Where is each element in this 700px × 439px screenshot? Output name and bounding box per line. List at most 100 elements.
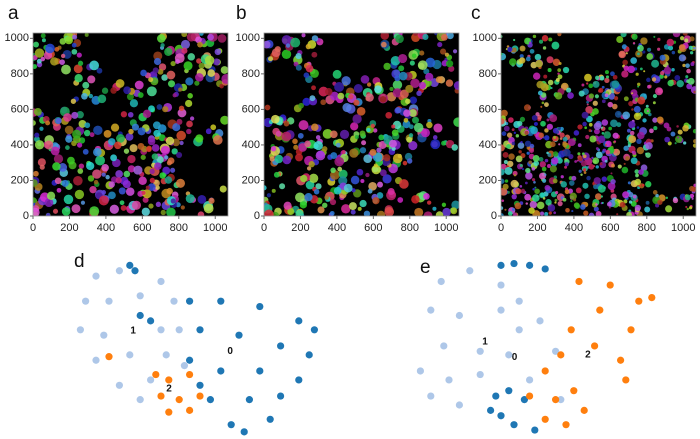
cell-blob [528,207,535,214]
cell-blob [674,75,681,81]
cell-blob [39,126,44,131]
scatter-point [105,353,113,361]
cell-blob [151,144,160,152]
cell-blob [310,69,319,78]
cell-blob [339,129,350,140]
x-tick-label: 800 [170,222,188,234]
cell-blob [426,200,432,205]
cell-blob [594,94,599,99]
cell-blob [644,206,651,213]
cell-blob [625,52,628,55]
cell-blob [61,64,71,75]
cell-blob [637,44,644,52]
x-tick-label: 1000 [434,222,458,234]
cell-blob [33,120,36,126]
scatter-point [476,347,484,355]
cell-blob [555,78,560,82]
cell-blob [595,147,599,150]
cell-blob [625,156,630,161]
cell-blob [123,86,131,95]
cell-blob [341,150,346,155]
cell-blob [295,53,302,60]
cell-blob [526,146,531,150]
cell-blob [425,57,436,68]
cell-blob [37,158,46,167]
cell-blob [122,180,131,189]
cell-blob [645,200,650,205]
cell-blob [154,162,162,170]
cell-blob [593,122,602,131]
cell-blob [542,178,547,183]
cell-blob [663,66,672,75]
cell-blob [70,98,77,104]
cell-blob [564,189,570,195]
cell-blob [546,56,554,64]
cell-blob [176,151,183,158]
cell-blob [506,144,511,149]
cell-blob [283,201,292,210]
scatter-point [541,265,549,273]
scatter-point [427,392,435,400]
cell-blob [337,92,345,100]
cell-blob [391,124,396,129]
cell-blob [417,60,428,71]
scatter-point [466,267,474,275]
scatter-point [497,306,505,314]
cell-blob [571,175,577,181]
cell-blob [391,129,399,137]
cell-blob [445,60,454,68]
cell-blob [549,114,558,123]
cell-blob [621,70,629,78]
cell-blob [306,166,312,171]
cell-blob [595,151,603,159]
cell-blob [195,73,204,82]
cell-blob [632,194,637,199]
y-tick-label: 1000 [236,32,260,44]
cell-blob [553,211,557,215]
cell-blob [550,86,553,90]
cell-blob [123,170,131,178]
y-tick-label: 0 [23,210,29,222]
cell-blob [322,128,333,139]
cell-blob [82,148,89,155]
cell-blob [41,38,46,43]
cell-blob [577,124,583,130]
scatter-point [510,421,518,429]
cell-blob [614,96,619,101]
scatter-point [497,261,505,269]
cell-blob [513,174,517,177]
cell-blob [392,88,403,98]
cell-blob [359,199,367,208]
cell-blob [534,186,537,189]
cell-blob [592,80,600,88]
cell-blob [423,211,433,216]
cell-blob [44,140,54,150]
cell-blob [630,89,638,97]
cell-blob [77,142,83,148]
cell-blob [576,159,579,162]
cell-blob [542,197,546,200]
cell-blob [610,71,615,77]
cell-blob [581,111,589,119]
cell-blob [682,33,688,36]
scatter-point [82,297,90,305]
cell-blob [189,116,195,121]
cell-blob [533,121,538,126]
cell-blob [540,211,545,216]
scatter-point [186,356,194,364]
cell-blob [269,156,275,162]
cell-blob [133,165,143,175]
cell-blob [212,135,223,145]
cell-blob [584,193,590,200]
cell-blob [311,85,316,91]
cell-blob [129,144,138,153]
cluster-label: 2 [585,350,591,361]
cell-blob [555,130,560,134]
cell-blob [528,41,532,45]
cell-blob [667,141,672,146]
cell-blob [166,160,173,166]
cell-blob [34,140,45,150]
cell-blob [187,53,195,61]
cell-blob [146,86,157,97]
cell-blob [58,163,68,172]
